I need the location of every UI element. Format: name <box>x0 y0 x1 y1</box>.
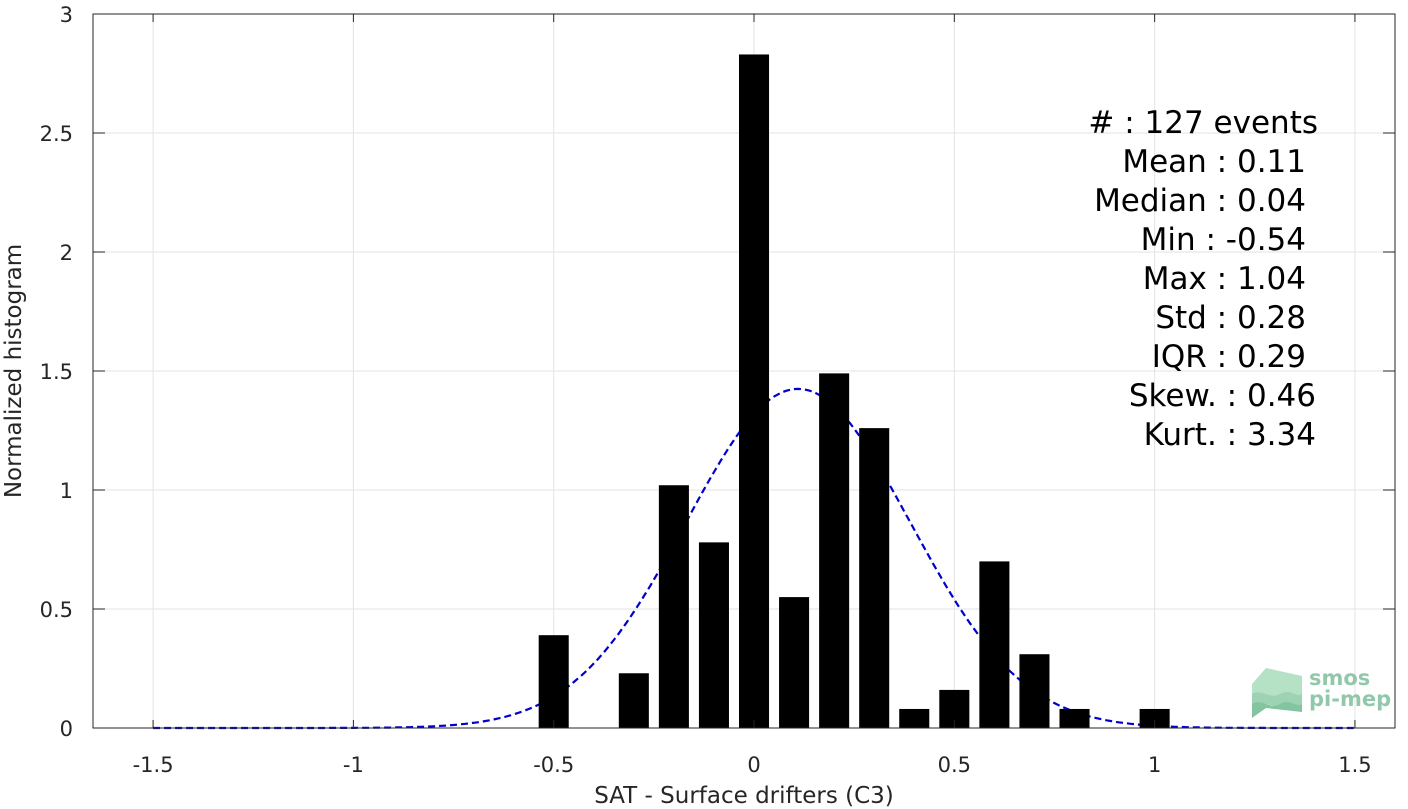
histogram-bars <box>538 54 1170 728</box>
y-tick-label: 3 <box>60 3 73 27</box>
stat-median: Median : 0.04 <box>1094 183 1306 219</box>
y-tick-label: 2 <box>60 241 73 265</box>
histogram-bar <box>698 542 729 728</box>
x-tick-label: 0.5 <box>938 753 971 777</box>
x-tick-label: -0.5 <box>533 753 574 777</box>
histogram-bar <box>899 708 930 728</box>
histogram-bar <box>1019 654 1050 728</box>
stat-count: # : 127 events <box>1088 105 1318 141</box>
logo-waves-icon <box>1252 668 1302 718</box>
x-tick-label: -1 <box>343 753 364 777</box>
y-tick-label: 0 <box>60 717 73 741</box>
histogram-bar <box>859 428 890 728</box>
logo-text-pi-mep: pi-mep <box>1309 687 1391 711</box>
y-tick-label: 0.5 <box>40 598 73 622</box>
stat-max: Max : 1.04 <box>1143 261 1306 297</box>
stat-mean: Mean : 0.11 <box>1122 144 1306 180</box>
stat-iqr: IQR : 0.29 <box>1152 339 1306 375</box>
y-tick-label: 1 <box>60 479 73 503</box>
histogram-bar <box>1139 708 1170 728</box>
stats-box: # : 127 events Mean : 0.11 Median : 0.04… <box>1088 105 1318 453</box>
y-tick-label: 2.5 <box>40 122 73 146</box>
x-axis-label: SAT - Surface drifters (C3) <box>594 783 894 809</box>
y-ticks: 0 0.5 1 1.5 2 2.5 3 <box>40 3 1395 741</box>
stat-skewness: Skew. : 0.46 <box>1129 378 1316 414</box>
histogram-bar <box>819 373 850 728</box>
x-tick-label: 1.5 <box>1338 753 1371 777</box>
histogram-bar <box>1059 708 1090 728</box>
histogram-bar <box>779 597 810 728</box>
histogram-bar <box>658 485 689 728</box>
x-tick-label: 0 <box>747 753 760 777</box>
stat-std: Std : 0.28 <box>1155 300 1306 336</box>
stat-kurtosis: Kurt. : 3.34 <box>1144 417 1316 453</box>
x-ticks: -1.5 -1 -0.5 0 0.5 1 1.5 <box>133 14 1372 777</box>
logo-text-smos: smos <box>1309 666 1370 690</box>
x-tick-label: -1.5 <box>133 753 174 777</box>
histogram-bar <box>538 635 569 728</box>
y-tick-label: 1.5 <box>40 360 73 384</box>
smos-pi-mep-logo: smos pi-mep <box>1252 666 1391 718</box>
stat-min: Min : -0.54 <box>1141 222 1306 258</box>
x-tick-label: 1 <box>1148 753 1161 777</box>
histogram-bar <box>738 54 770 728</box>
y-axis-label: Normalized histogram <box>1 244 27 498</box>
histogram-bar <box>618 673 649 728</box>
histogram-bar <box>979 561 1010 728</box>
